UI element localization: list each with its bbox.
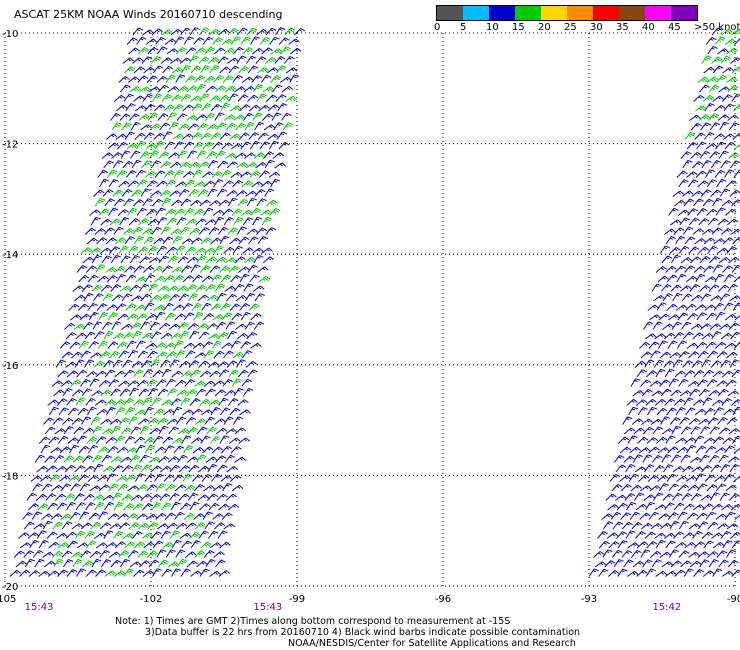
pass-time-label: 15:43: [253, 602, 282, 613]
legend-swatch: [463, 6, 489, 20]
legend-swatch: [645, 6, 671, 20]
note-line-2: 3)Data buffer is 22 hrs from 20160710 4)…: [145, 627, 581, 638]
latitude-label: -12: [2, 140, 18, 151]
longitude-label: -96: [435, 594, 451, 605]
legend-label: 35: [616, 22, 629, 33]
legend-label: >50 knots: [694, 22, 740, 33]
map-title: ASCAT 25KM NOAA Winds 20160710 descendin…: [14, 8, 283, 21]
legend-label: 30: [590, 22, 603, 33]
legend-swatch: [541, 6, 567, 20]
legend-swatch: [671, 6, 697, 20]
latitude-label: -14: [2, 250, 18, 261]
legend-label: 5: [460, 22, 467, 33]
latitude-label: -18: [2, 471, 18, 482]
latitude-label: -16: [2, 361, 18, 372]
legend-label: 0: [434, 22, 441, 33]
wind-barbs-15-20kt: [37, 27, 740, 577]
latitude-label: -10: [2, 29, 18, 40]
note-line-3: NOAA/NESDIS/Center for Satellite Applica…: [288, 638, 576, 649]
legend-swatch: [593, 6, 619, 20]
longitude-label: -105: [0, 594, 16, 605]
legend-color-bar: [436, 5, 698, 21]
pass-time-label: 15:42: [652, 602, 681, 613]
wind-barbs-10-15kt: [9, 27, 740, 577]
longitude-label: -90: [727, 594, 740, 605]
legend-swatch: [515, 6, 541, 20]
longitude-label: -102: [140, 594, 163, 605]
note-line-1: Note: 1) Times are GMT 2)Times along bot…: [115, 616, 511, 627]
map-axes: -10 -12 -14 -16 -18 -20-105 -102 -99 -96 -93 -90 15…: [0, 29, 740, 613]
legend-label: 10: [486, 22, 499, 33]
wind-speed-legend: 0 5 10 15 20 25 30 35 40 45 >50 knots: [434, 5, 740, 33]
legend-label: 40: [642, 22, 655, 33]
longitude-label: -93: [581, 594, 597, 605]
wind-barbs: [9, 27, 740, 577]
legend-label: 25: [564, 22, 577, 33]
latitude-label: -20: [2, 582, 18, 593]
legend-swatch: [619, 6, 645, 20]
lat-lon-grid: [4, 32, 736, 587]
legend-swatch: [567, 6, 593, 20]
legend-label: 20: [538, 22, 551, 33]
legend-label: 45: [668, 22, 681, 33]
legend-labels: 0 5 10 15 20 25 30 35 40 45 >50 knots: [434, 21, 740, 33]
legend-swatch: [437, 6, 463, 20]
legend-swatch: [489, 6, 515, 20]
legend-label: 15: [512, 22, 525, 33]
longitude-label: -99: [289, 594, 305, 605]
pass-time-label: 15:43: [25, 602, 54, 613]
